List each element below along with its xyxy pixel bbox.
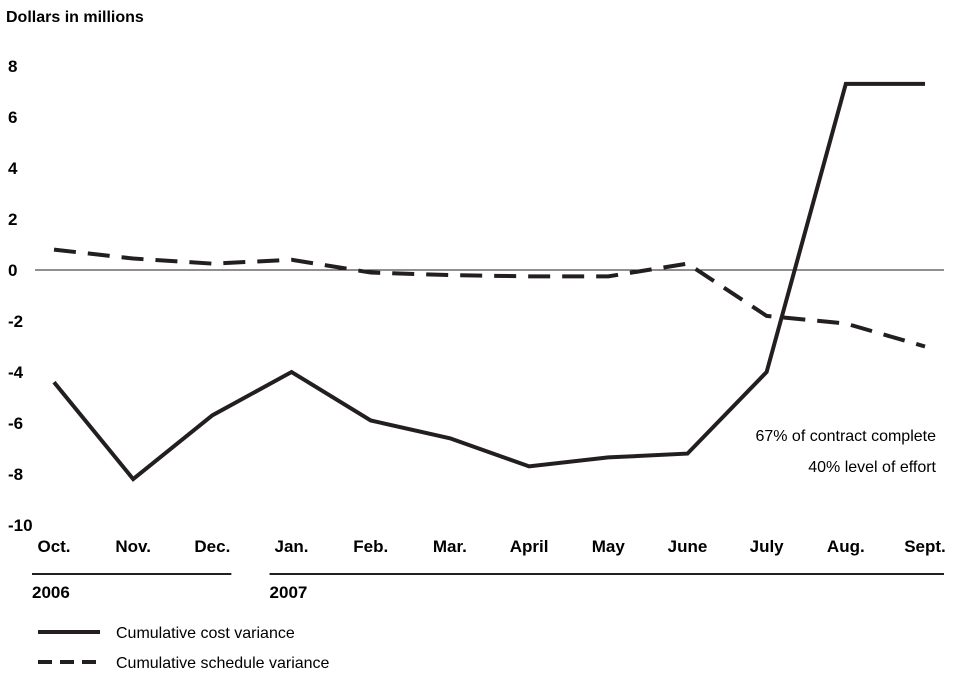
y-tick-label: -8: [8, 465, 23, 484]
y-axis-title: Dollars in millions: [6, 9, 144, 26]
x-tick-label: Oct.: [37, 537, 70, 556]
annotation-level-of-effort: 40% level of effort: [808, 459, 936, 476]
y-tick-label: 0: [8, 261, 17, 280]
y-tick-label: 6: [8, 108, 17, 127]
y-tick-label: -4: [8, 363, 24, 382]
x-tick-label: Dec.: [194, 537, 230, 556]
series-group: [52, 81, 926, 482]
x-tick-label: Sept.: [904, 537, 946, 556]
legend: Cumulative cost variance Cumulative sche…: [38, 625, 330, 672]
x-tick-label: July: [750, 537, 785, 556]
y-tick-label: 8: [8, 57, 17, 76]
x-tick-label: Mar.: [433, 537, 467, 556]
annotation-contract-complete: 67% of contract complete: [755, 428, 936, 445]
x-tick-label: Nov.: [115, 537, 151, 556]
y-tick-label: 2: [8, 210, 17, 229]
y-tick-label: -10: [8, 516, 33, 535]
legend-label-cost: Cumulative cost variance: [116, 625, 295, 642]
x-tick-label: May: [592, 537, 626, 556]
year-label: 2006: [32, 583, 70, 602]
x-tick-label: June: [668, 537, 708, 556]
series-line-schedule-variance: [53, 247, 926, 349]
y-tick-label: 4: [8, 159, 18, 178]
x-tick-label: Feb.: [353, 537, 388, 556]
legend-label-schedule: Cumulative schedule variance: [116, 655, 330, 672]
y-tick-label: -2: [8, 312, 23, 331]
x-tick-label: Aug.: [827, 537, 865, 556]
x-tick-label: Jan.: [275, 537, 309, 556]
x-axis-ticks: Oct. Nov. Dec. Jan. Feb. Mar. April May June July…: [37, 537, 945, 556]
year-groups: 2006 2007: [32, 573, 944, 602]
year-label: 2007: [270, 583, 308, 602]
y-tick-label: -6: [8, 414, 23, 433]
x-tick-label: April: [510, 537, 549, 556]
y-axis-ticks: 8 6 4 2 0 -2 -4 -6 -8 -10: [8, 57, 33, 535]
series-line-cost-variance: [52, 81, 925, 482]
